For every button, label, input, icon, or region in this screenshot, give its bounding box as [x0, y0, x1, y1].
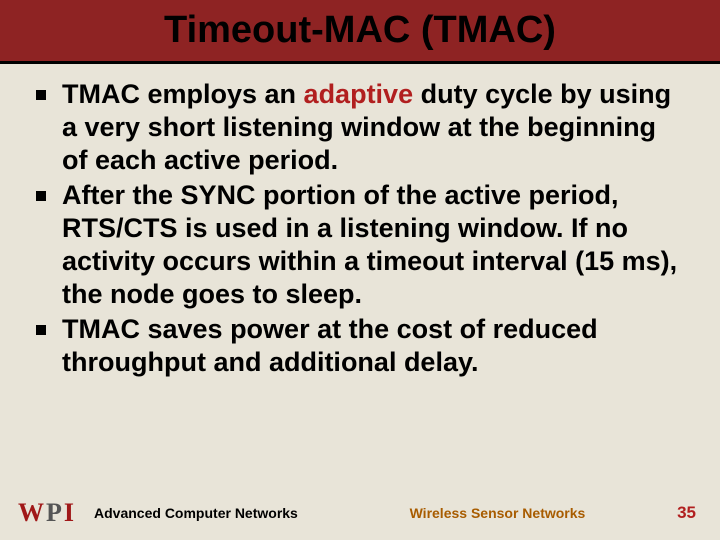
list-item: TMAC saves power at the cost of reduced …	[36, 313, 684, 379]
list-item: After the SYNC portion of the active per…	[36, 179, 684, 311]
title-bar: Timeout-MAC (TMAC)	[0, 0, 720, 64]
bullet-text-pre: TMAC saves power at the cost of reduced …	[62, 314, 598, 377]
logo-letter: P	[46, 498, 62, 528]
bullet-icon	[36, 90, 46, 100]
bullet-text-highlight: adaptive	[304, 79, 414, 109]
logo-letter: I	[64, 498, 74, 528]
slide-footer: W P I Advanced Computer Networks Wireles…	[0, 498, 720, 528]
slide-title: Timeout-MAC (TMAC)	[164, 9, 556, 52]
wpi-logo: W P I	[18, 498, 74, 528]
bullet-text-pre: TMAC employs an	[62, 79, 304, 109]
bullet-icon	[36, 325, 46, 335]
slide-content: TMAC employs an adaptive duty cycle by u…	[0, 64, 720, 378]
bullet-list: TMAC employs an adaptive duty cycle by u…	[36, 78, 684, 378]
footer-center-text: Wireless Sensor Networks	[338, 505, 657, 521]
bullet-text-pre: After the SYNC portion of the active per…	[62, 180, 677, 309]
footer-left-text: Advanced Computer Networks	[94, 505, 298, 521]
logo-letter: W	[18, 498, 44, 528]
page-number: 35	[677, 503, 696, 523]
bullet-icon	[36, 191, 46, 201]
list-item: TMAC employs an adaptive duty cycle by u…	[36, 78, 684, 177]
